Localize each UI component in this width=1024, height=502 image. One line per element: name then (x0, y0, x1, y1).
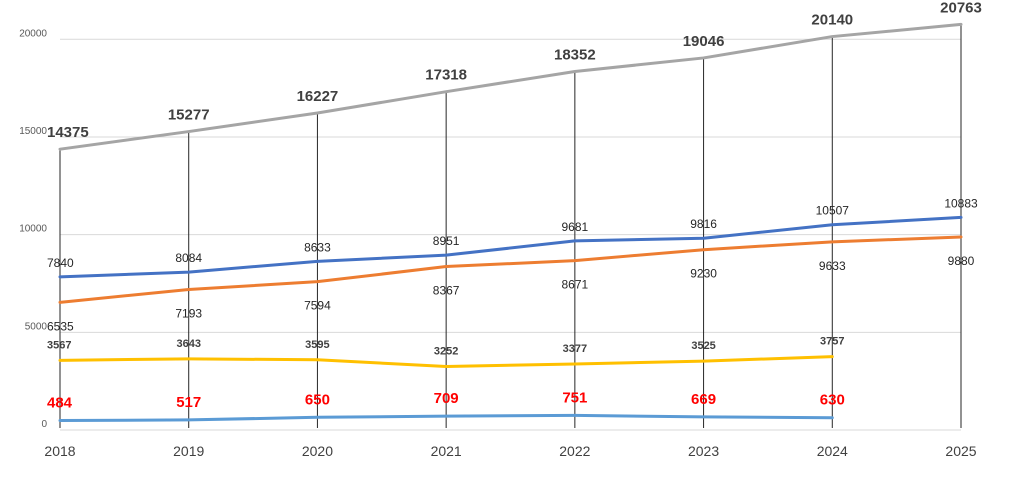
data-label: 517 (176, 394, 201, 411)
y-tick-label: 20000 (19, 28, 47, 39)
data-label: 16227 (297, 88, 339, 105)
y-tick-label: 10000 (19, 224, 47, 235)
data-label: 9816 (690, 217, 717, 231)
series-line-5 (58, 413, 834, 423)
series-line-1 (58, 22, 963, 151)
x-tick-label: 2021 (431, 443, 462, 459)
data-label: 7840 (47, 256, 74, 270)
data-label: 9681 (562, 220, 589, 234)
drop-lines (59, 24, 962, 428)
data-label: 8084 (175, 251, 202, 265)
data-label: 3567 (47, 339, 71, 351)
x-tick-label: 2024 (817, 443, 848, 459)
y-tick-label: 5000 (25, 321, 48, 332)
y-tick-label: 15000 (19, 126, 47, 137)
x-axis-labels: 2018 2019 2020 2021 2022 2023 2024 2025 (44, 443, 976, 459)
data-label: 19046 (683, 33, 725, 50)
data-label: 18352 (554, 46, 596, 63)
data-label: 8671 (562, 278, 589, 292)
data-label: 15277 (168, 107, 210, 124)
data-label: 650 (305, 391, 330, 408)
data-label: 10507 (816, 204, 850, 218)
data-label: 7594 (304, 299, 331, 313)
data-label: 709 (434, 390, 459, 407)
data-label: 8633 (304, 240, 331, 254)
data-label: 3525 (691, 340, 715, 352)
data-label: 3643 (176, 338, 200, 350)
data-labels: 14375 15277 16227 17318 18352 19046 20140 20763… (47, 0, 982, 412)
x-tick-label: 2018 (44, 443, 75, 459)
data-label: 751 (562, 389, 587, 406)
data-label: 3757 (820, 336, 844, 348)
data-label: 20140 (811, 12, 853, 29)
data-label: 17318 (425, 67, 467, 84)
data-label: 9633 (819, 259, 846, 273)
data-label: 3595 (305, 339, 329, 351)
series-line-4 (58, 355, 834, 368)
data-label: 7193 (175, 306, 202, 320)
data-label: 10883 (944, 196, 978, 210)
data-label: 9880 (948, 254, 975, 268)
data-label: 6535 (47, 319, 74, 333)
x-tick-label: 2019 (173, 443, 204, 459)
data-label: 669 (691, 391, 716, 408)
series-lines (58, 22, 963, 423)
data-label: 3252 (434, 345, 458, 357)
series-line-3 (58, 235, 963, 304)
data-label: 14375 (47, 124, 89, 141)
data-label: 20763 (940, 0, 982, 16)
data-label: 484 (47, 395, 73, 412)
gridlines (60, 38, 961, 431)
data-label: 630 (820, 392, 845, 409)
x-tick-label: 2022 (559, 443, 590, 459)
data-label: 3377 (563, 343, 587, 355)
y-axis-labels: 0 5000 10000 15000 20000 (19, 28, 47, 430)
x-tick-label: 2023 (688, 443, 719, 459)
data-label: 8951 (433, 234, 460, 248)
y-tick-label: 0 (41, 419, 47, 430)
x-tick-label: 2025 (945, 443, 976, 459)
x-tick-label: 2020 (302, 443, 333, 459)
data-label: 9230 (690, 267, 717, 281)
data-label: 8367 (433, 284, 460, 298)
series-line-2 (58, 215, 963, 279)
